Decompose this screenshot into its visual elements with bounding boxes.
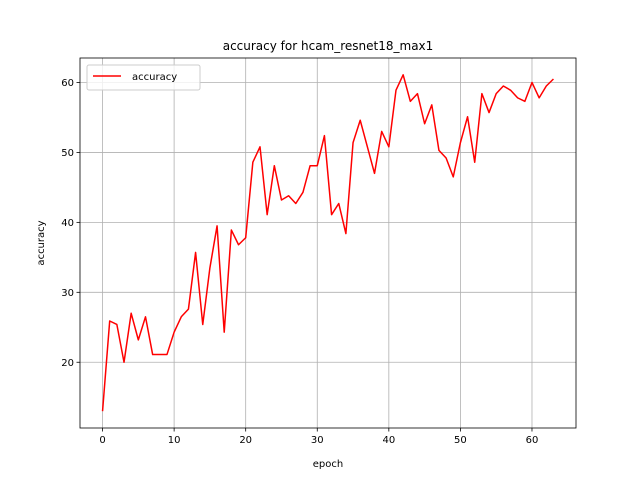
x-tick-label: 60 — [526, 435, 539, 446]
x-axis-title: epoch — [313, 459, 343, 470]
y-tick-label: 30 — [61, 288, 74, 299]
plot-frame — [79, 57, 577, 429]
x-tick-label: 40 — [382, 435, 395, 446]
series-layer — [101, 74, 554, 412]
x-tick-label: 20 — [239, 435, 252, 446]
y-tick-label: 20 — [61, 358, 74, 369]
y-tick-label: 50 — [61, 148, 74, 159]
y-tick-label: 40 — [61, 218, 74, 229]
y-axis-title: accuracy — [36, 220, 47, 265]
legend-label-accuracy: accuracy — [132, 72, 177, 83]
x-tick-label: 30 — [311, 435, 324, 446]
y-tick-label: 60 — [61, 78, 74, 89]
x-tick-label: 50 — [454, 435, 467, 446]
legend: accuracy — [86, 64, 201, 91]
grid-layer — [80, 58, 576, 428]
chart-title: accuracy for hcam_resnet18_max1 — [223, 39, 434, 53]
legend-box — [86, 64, 201, 91]
series-line-accuracy — [101, 74, 554, 412]
x-tick-label: 0 — [99, 435, 105, 446]
x-tick-label: 10 — [168, 435, 181, 446]
tick-layer: 0 10 20 30 40 50 60 20 30 40 50 60 — [61, 78, 538, 446]
